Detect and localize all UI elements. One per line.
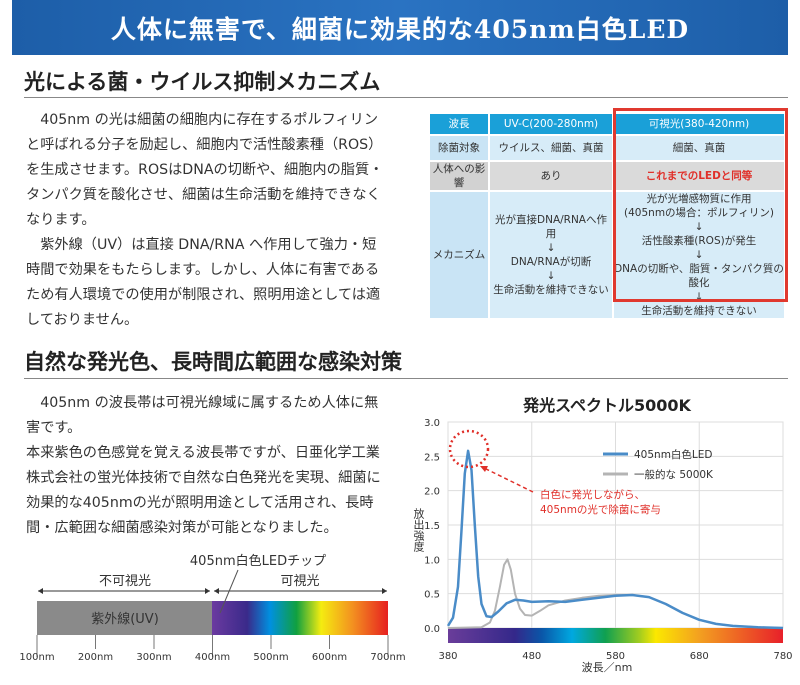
title-banner: 人体に無害で、細菌に効果的な405nm白色LED: [12, 0, 788, 55]
arrowhead-icon: [480, 466, 488, 472]
uv-band: [37, 601, 212, 635]
y-tick-label: 2.0: [424, 487, 440, 498]
table-cell: 人体への影響: [428, 160, 490, 192]
table-cell: ウイルス、細菌、真菌: [488, 134, 614, 162]
comparison-table: 波長 UV-C(200-280nm) 可視光(380-420nm) 除菌対象 ウ…: [428, 112, 786, 320]
band-tick-label: 400nm: [195, 652, 230, 663]
section1-heading: 光による菌・ウイルス抑制メカニズム: [24, 70, 381, 94]
visible-band: [212, 601, 388, 635]
y-tick-label: 1.5: [424, 521, 440, 532]
x-tick-label: 780: [773, 651, 792, 662]
band-tick-label: 300nm: [136, 652, 171, 663]
spectrum-chart: 発光スペクトル5000K 0.0 0.5 1.0 1.5 2.0 2.5 3.0 380 480…: [424, 396, 792, 674]
annotation-arrow: [481, 466, 534, 493]
x-tick-label: 480: [522, 651, 541, 662]
table-row: 除菌対象 ウイルス、細菌、真菌 細菌、真菌: [428, 134, 786, 162]
invisible-label: 不可視光: [99, 574, 151, 589]
y-tick-label: 2.5: [424, 452, 440, 463]
x-axis-label: 波長／nm: [582, 661, 633, 674]
chart-annotation: 白色に発光しながら、 405nmの光で除菌に寄与: [540, 488, 661, 516]
table-row: 人体への影響 あり これまでのLEDと同等: [428, 160, 786, 192]
legend-label-5000k: 一般的な 5000K: [634, 468, 714, 481]
table-cell: 除菌対象: [428, 134, 490, 162]
band-tick-label: 600nm: [312, 652, 347, 663]
wavelength-band-diagram: 405nm白色LEDチップ 不可視光 可視光 紫外線(UV) 100nm 200n…: [19, 553, 405, 663]
y-axis-label: 放出強度: [412, 508, 425, 552]
table-cell: メカニズム: [428, 190, 490, 320]
x-tick-label: 680: [690, 651, 709, 662]
table-cell: 光が光増感物質に作用 (405nmの場合：ポルフィリン) ↓ 活性酸素種(ROS…: [612, 190, 786, 320]
section1-paragraph: 405nm の光は細菌の細胞内に存在するポルフィリンと呼ばれる分子を励起し、細胞…: [26, 112, 384, 328]
chip-label: 405nm白色LEDチップ: [190, 553, 326, 569]
y-tick-label: 3.0: [424, 418, 440, 429]
band-tick-label: 200nm: [78, 652, 113, 663]
spectrum-color-bar: [448, 628, 783, 643]
x-tick-label: 580: [606, 651, 625, 662]
table-header: UV-C(200-280nm): [488, 112, 614, 136]
table-cell: 光が直接DNA/RNAへ作用 ↓ DNA/RNAが切断 ↓ 生命活動を維持できな…: [488, 190, 614, 320]
y-tick-label: 0.0: [424, 624, 440, 635]
band-tick-label: 500nm: [253, 652, 288, 663]
table-header-row: 波長 UV-C(200-280nm) 可視光(380-420nm): [428, 112, 786, 136]
x-tick-label: 380: [438, 651, 457, 662]
y-tick-label: 0.5: [424, 590, 440, 601]
table-header: 波長: [428, 112, 490, 136]
uv-label: 紫外線(UV): [91, 611, 159, 627]
band-tick-label: 700nm: [370, 652, 405, 663]
table-cell: あり: [488, 160, 614, 192]
section2-paragraph: 405nm の波長帯は可視光線域に属するため人体に無害です。 本来紫色の色感覚を…: [26, 395, 381, 536]
table-header: 可視光(380-420nm): [612, 112, 786, 136]
banner-title: 人体に無害で、細菌に効果的な405nm白色LED: [110, 14, 690, 44]
table-cell: 細菌、真菌: [612, 134, 786, 162]
table-row: メカニズム 光が直接DNA/RNAへ作用 ↓ DNA/RNAが切断 ↓ 生命活動…: [428, 190, 786, 320]
highlight-box: [613, 108, 788, 302]
visible-label: 可視光: [280, 574, 319, 589]
legend-label-led: 405nm白色LED: [634, 448, 713, 461]
chip-leader-line: [219, 569, 239, 614]
section2-heading: 自然な発光色、長時間広範囲な感染対策: [24, 350, 402, 374]
divider: [24, 97, 788, 98]
peak-highlight-circle: [448, 429, 490, 469]
series-line-led: [446, 449, 784, 630]
table-cell-highlight: これまでのLEDと同等: [612, 160, 786, 192]
y-tick-label: 1.0: [424, 555, 440, 566]
divider: [24, 378, 788, 379]
chart-title: 発光スペクトル5000K: [522, 396, 691, 415]
band-tick-label: 100nm: [19, 652, 54, 663]
